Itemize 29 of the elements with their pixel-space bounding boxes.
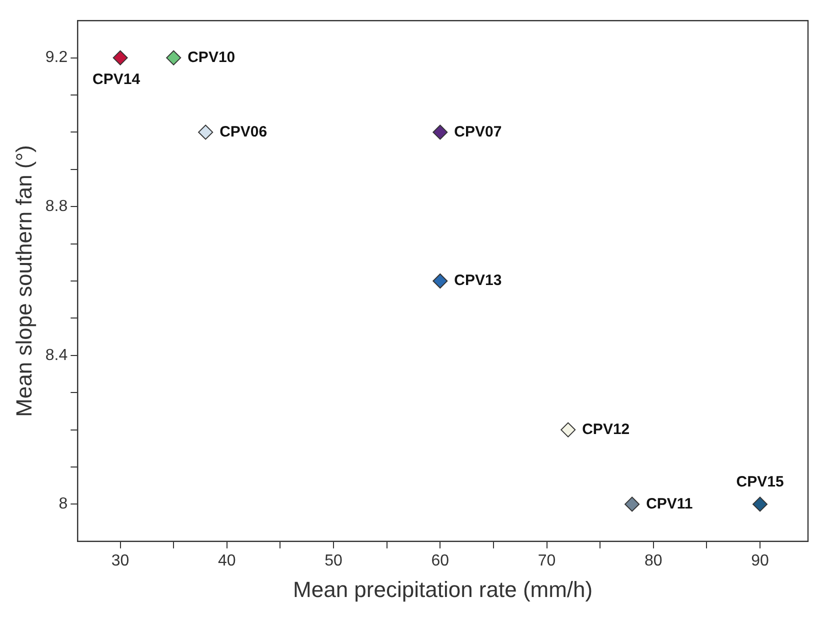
- x-tick-label: 70: [538, 552, 556, 570]
- series-label: CPV13: [454, 272, 502, 290]
- y-tick-label: 8.4: [45, 346, 68, 364]
- y-tick-label: 8: [58, 496, 68, 513]
- x-axis-title: Mean precipitation rate (mm/h): [293, 576, 593, 602]
- y-tick-label: 9.2: [45, 49, 68, 66]
- series-label: CPV14: [92, 70, 141, 88]
- point: [432, 124, 448, 140]
- x-tick-label: 30: [111, 552, 130, 570]
- series-label: CPV06: [220, 123, 268, 140]
- point: [752, 496, 768, 512]
- series-label: CPV10: [188, 48, 236, 66]
- x-tick-label: 80: [644, 552, 662, 570]
- x-tick-label: 90: [751, 552, 770, 570]
- point: [198, 124, 214, 140]
- series-label: CPV11: [646, 495, 693, 512]
- point: [166, 50, 182, 66]
- y-axis-title: Mean slope southern fan (°): [11, 145, 36, 417]
- y-tick-label: 8.8: [45, 198, 68, 216]
- point: [560, 422, 576, 438]
- x-tick-label: 60: [431, 552, 450, 570]
- series-label: CPV12: [582, 420, 630, 438]
- series-label: CPV07: [454, 123, 502, 140]
- x-tick-label: 40: [218, 552, 236, 570]
- x-tick-label: 50: [324, 552, 343, 570]
- point: [112, 50, 128, 66]
- series-label: CPV15: [736, 473, 784, 490]
- point: [432, 274, 448, 288]
- point: [624, 496, 640, 512]
